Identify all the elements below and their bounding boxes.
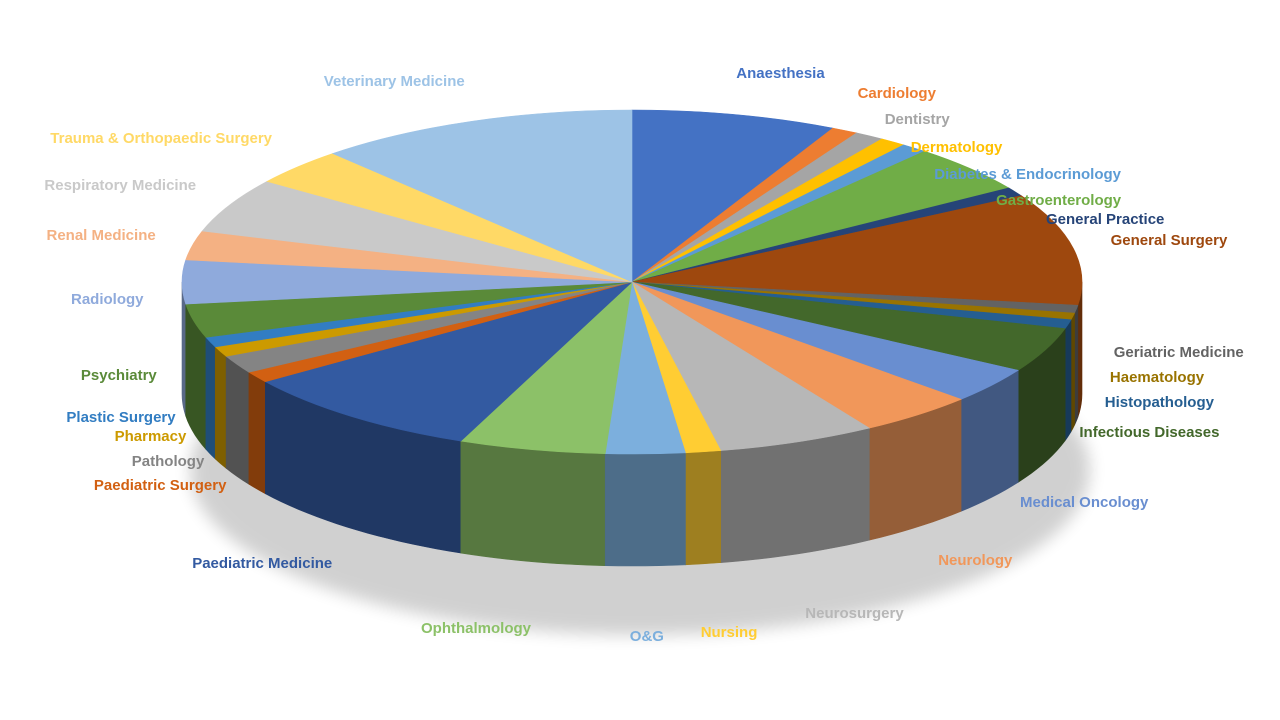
slice-label-diabetes-and-endocrinology: Diabetes & Endocrinology	[934, 166, 1121, 184]
slice-label-paediatric-medicine: Paediatric Medicine	[192, 555, 333, 572]
slice-label-pharmacy: Pharmacy	[114, 427, 187, 445]
slice-side-oandg	[604, 452, 686, 567]
slice-label-dermatology: Dermatology	[910, 138, 1003, 156]
slice-label-gastroenterology: Gastroenterology	[996, 191, 1122, 209]
slice-label-radiology: Radiology	[71, 291, 144, 308]
slice-label-histopathology: Histopathology	[1104, 393, 1214, 411]
slice-label-oandg: O&G	[629, 628, 664, 646]
slice-label-infectious-diseases: Infectious Diseases	[1079, 424, 1220, 442]
slice-label-respiratory-medicine: Respiratory Medicine	[44, 177, 197, 195]
slice-side-ophthalmology	[460, 440, 606, 567]
slice-ophthalmology[interactable]	[460, 281, 633, 455]
slice-label-paediatric-surgery: Paediatric Surgery	[93, 477, 227, 495]
slice-label-cardiology: Cardiology	[857, 84, 936, 102]
slice-anaesthesia[interactable]	[631, 109, 834, 283]
slice-label-pathology: Pathology	[131, 452, 205, 470]
slice-label-haematology: Haematology	[1109, 368, 1205, 386]
slice-label-ophthalmology: Ophthalmology	[421, 619, 531, 637]
pie-sides	[181, 281, 1083, 567]
slice-side-pharmacy	[214, 346, 227, 469]
slice-label-dentistry: Dentistry	[884, 111, 950, 129]
slice-label-anaesthesia: Anaesthesia	[736, 64, 825, 82]
slice-side-paediatric-surgery	[248, 371, 266, 495]
slice-label-general-surgery: General Surgery	[1110, 231, 1228, 249]
slice-neurosurgery[interactable]	[631, 281, 871, 451]
slice-side-plastic-surgery	[205, 336, 216, 460]
slice-general-surgery[interactable]	[631, 195, 1083, 306]
slice-paediatric-medicine[interactable]	[264, 281, 633, 442]
slice-respiratory-medicine[interactable]	[201, 181, 633, 283]
slice-side-geriatric-medicine	[1074, 305, 1079, 426]
slice-side-nursing	[685, 450, 721, 566]
slice-label-trauma-and-orthopaedic-surgery: Trauma & Orthopaedic Surgery	[50, 129, 273, 147]
slice-side-histopathology	[1064, 318, 1072, 442]
slice-label-veterinary-medicine: Veterinary Medicine	[323, 73, 465, 90]
slice-side-haematology	[1070, 312, 1075, 433]
slice-label-geriatric-medicine: Geriatric Medicine	[1113, 344, 1244, 362]
slice-side-pathology	[225, 355, 250, 485]
slice-label-medical-oncology: Medical Oncology	[1020, 493, 1149, 511]
slice-label-nursing: Nursing	[700, 624, 758, 641]
slice-label-neurosurgery: Neurosurgery	[805, 604, 904, 622]
slice-label-renal-medicine: Renal Medicine	[46, 227, 156, 245]
slice-veterinary-medicine[interactable]	[331, 109, 633, 283]
slice-label-neurology: Neurology	[938, 551, 1013, 569]
slice-label-general-practice: General Practice	[1046, 210, 1165, 228]
pie-slices	[181, 109, 1083, 455]
slice-label-psychiatry: Psychiatry	[80, 367, 157, 385]
slice-label-plastic-surgery: Plastic Surgery	[66, 408, 176, 426]
